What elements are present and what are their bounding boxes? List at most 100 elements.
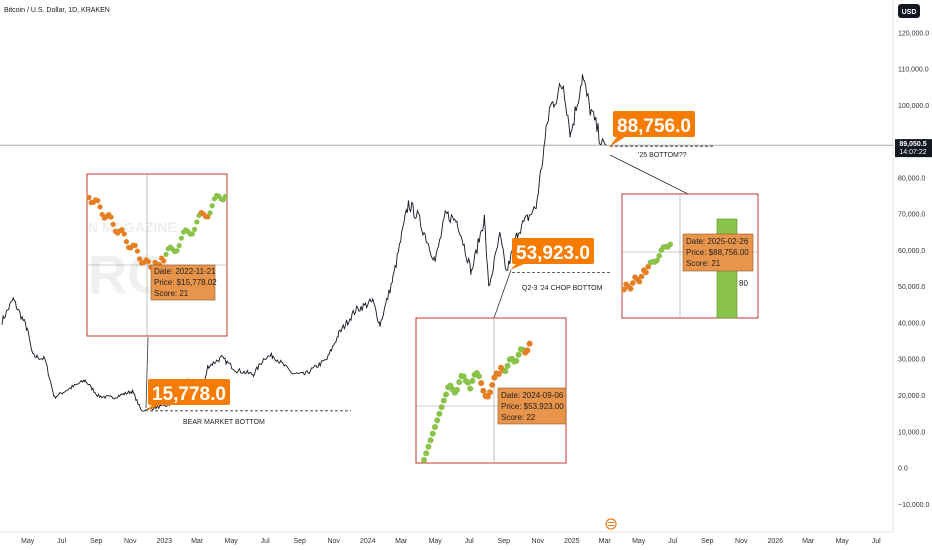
- time-tick-label: Sep: [90, 538, 103, 545]
- score-dot: [630, 280, 636, 286]
- connector-1: [145, 336, 149, 409]
- price-series: [1, 74, 607, 412]
- score-dot: [425, 443, 432, 450]
- time-tick-label: May: [225, 538, 239, 545]
- time-tick-label: 2023: [156, 538, 172, 545]
- inset-date: Date: 2024-09-06: [501, 391, 564, 400]
- score-dot: [478, 380, 485, 387]
- connector-3: [609, 154, 689, 195]
- inset-tooltip: [497, 387, 567, 425]
- price-tick-label: 10,000.0: [898, 429, 925, 436]
- inset-watermark: N MAGAZINE: [88, 219, 177, 235]
- score-dot: [423, 450, 430, 457]
- score-dot: [643, 269, 649, 276]
- time-tick-label: Nov: [124, 538, 137, 545]
- score-dot: [429, 430, 436, 437]
- inset-price: Price: $15,778.02: [154, 278, 217, 287]
- score-dot: [667, 241, 673, 248]
- time-tick-label: Jul: [465, 538, 474, 545]
- inset-panel-2024: Date: 2024-09-06 Price: $53,923.00 Score…: [415, 317, 567, 464]
- score-dot: [108, 214, 114, 220]
- score-dot: [513, 357, 520, 364]
- time-tick-label: May: [836, 538, 850, 545]
- score-dot: [194, 219, 200, 225]
- inset-price: Price: $88,756.00: [686, 248, 749, 257]
- score-dot: [123, 239, 129, 245]
- time-tick-label: Jul: [668, 538, 677, 545]
- inset-tooltip: [682, 233, 754, 272]
- score-dot: [495, 371, 502, 378]
- price-tick-label: 60,000.0: [898, 248, 925, 255]
- score-dot: [476, 373, 482, 380]
- price-tick-label: 110,000.0: [898, 67, 929, 74]
- countdown-label: 14:07:22: [899, 149, 926, 156]
- price-tick-label: 30,000.0: [898, 357, 925, 364]
- price-tick-label: 0.0: [898, 466, 908, 473]
- score-dot: [504, 362, 511, 369]
- score-dot: [656, 252, 662, 259]
- score-dot: [438, 404, 445, 411]
- time-tick-label: May: [21, 538, 35, 545]
- score-dot: [480, 387, 487, 394]
- time-tick-label: May: [632, 538, 646, 545]
- time-tick-label: May: [429, 538, 443, 545]
- score-dot: [436, 410, 443, 417]
- current-price-label: 89,050.5: [899, 141, 926, 148]
- inset-score: Score: 21: [686, 259, 721, 268]
- inset-score: Score: 22: [501, 413, 536, 422]
- score-dot: [467, 385, 474, 392]
- callout-chop-value: 53,923.0: [516, 243, 590, 264]
- score-dot: [526, 340, 533, 347]
- time-tick-label: 2026: [767, 538, 783, 545]
- score-dot: [654, 257, 660, 264]
- callout-chop-bottom[interactable]: 53,923.0: [510, 238, 594, 270]
- score-dot: [454, 386, 460, 393]
- score-dot: [205, 214, 211, 220]
- score-dot: [421, 457, 427, 463]
- score-dot: [174, 248, 180, 254]
- inset-score: Score: 21: [154, 289, 189, 298]
- level-label-2025: '25 BOTTOM??: [638, 152, 687, 159]
- score-dot: [163, 251, 169, 258]
- score-dot: [95, 198, 101, 204]
- time-tick-label: 2024: [360, 538, 376, 545]
- price-tick-label: 20,000.0: [898, 393, 925, 400]
- score-dot: [137, 256, 143, 262]
- price-tick-label: −10,000.0: [898, 502, 929, 509]
- inset-tooltip: [150, 264, 216, 301]
- score-dot: [121, 231, 127, 237]
- score-dot: [176, 243, 182, 249]
- currency-badge[interactable]: [898, 4, 920, 18]
- score-dot: [487, 389, 493, 396]
- callout-bear-bottom[interactable]: 15,778.0: [146, 379, 230, 411]
- time-tick-label: Nov: [532, 538, 545, 545]
- tradingview-logo[interactable]: [605, 518, 617, 530]
- score-dot: [145, 259, 151, 265]
- score-dot: [627, 285, 634, 292]
- price-tick-label: 50,000.0: [898, 284, 925, 291]
- price-tick-label: 100,000.0: [898, 103, 929, 110]
- score-dot: [178, 235, 184, 241]
- time-tick-label: Jul: [872, 538, 881, 545]
- score-dot: [440, 397, 447, 404]
- inset-date: Date: 2022-11-21: [154, 267, 216, 276]
- score-dot: [209, 203, 215, 209]
- time-tick-label: Sep: [498, 538, 511, 545]
- score-dot: [524, 347, 531, 354]
- score-dot: [189, 231, 195, 237]
- level-label-bear: BEAR MARKET BOTTOM: [183, 419, 265, 426]
- callout-2025-value: 88,756.0: [617, 116, 691, 137]
- callout-2025-bottom[interactable]: 88,756.0: [609, 111, 695, 147]
- score-dot: [621, 286, 627, 293]
- score-dot: [161, 258, 167, 264]
- time-axis[interactable]: May Jul Sep Nov 2023 Mar May Jul Sep Nov 2024 Mar Ma…: [21, 538, 881, 545]
- score-dot: [110, 221, 116, 227]
- callout-bear-value: 15,778.0: [152, 384, 226, 405]
- score-dot: [645, 263, 651, 270]
- score-dot: [192, 226, 198, 232]
- inset-panel-2025: 80 Date: 2025-02-26 Price: $88,756.00 Sc…: [621, 193, 759, 319]
- connector-2: [493, 269, 512, 319]
- score-dot: [132, 242, 138, 249]
- time-tick-label: Mar: [802, 538, 815, 545]
